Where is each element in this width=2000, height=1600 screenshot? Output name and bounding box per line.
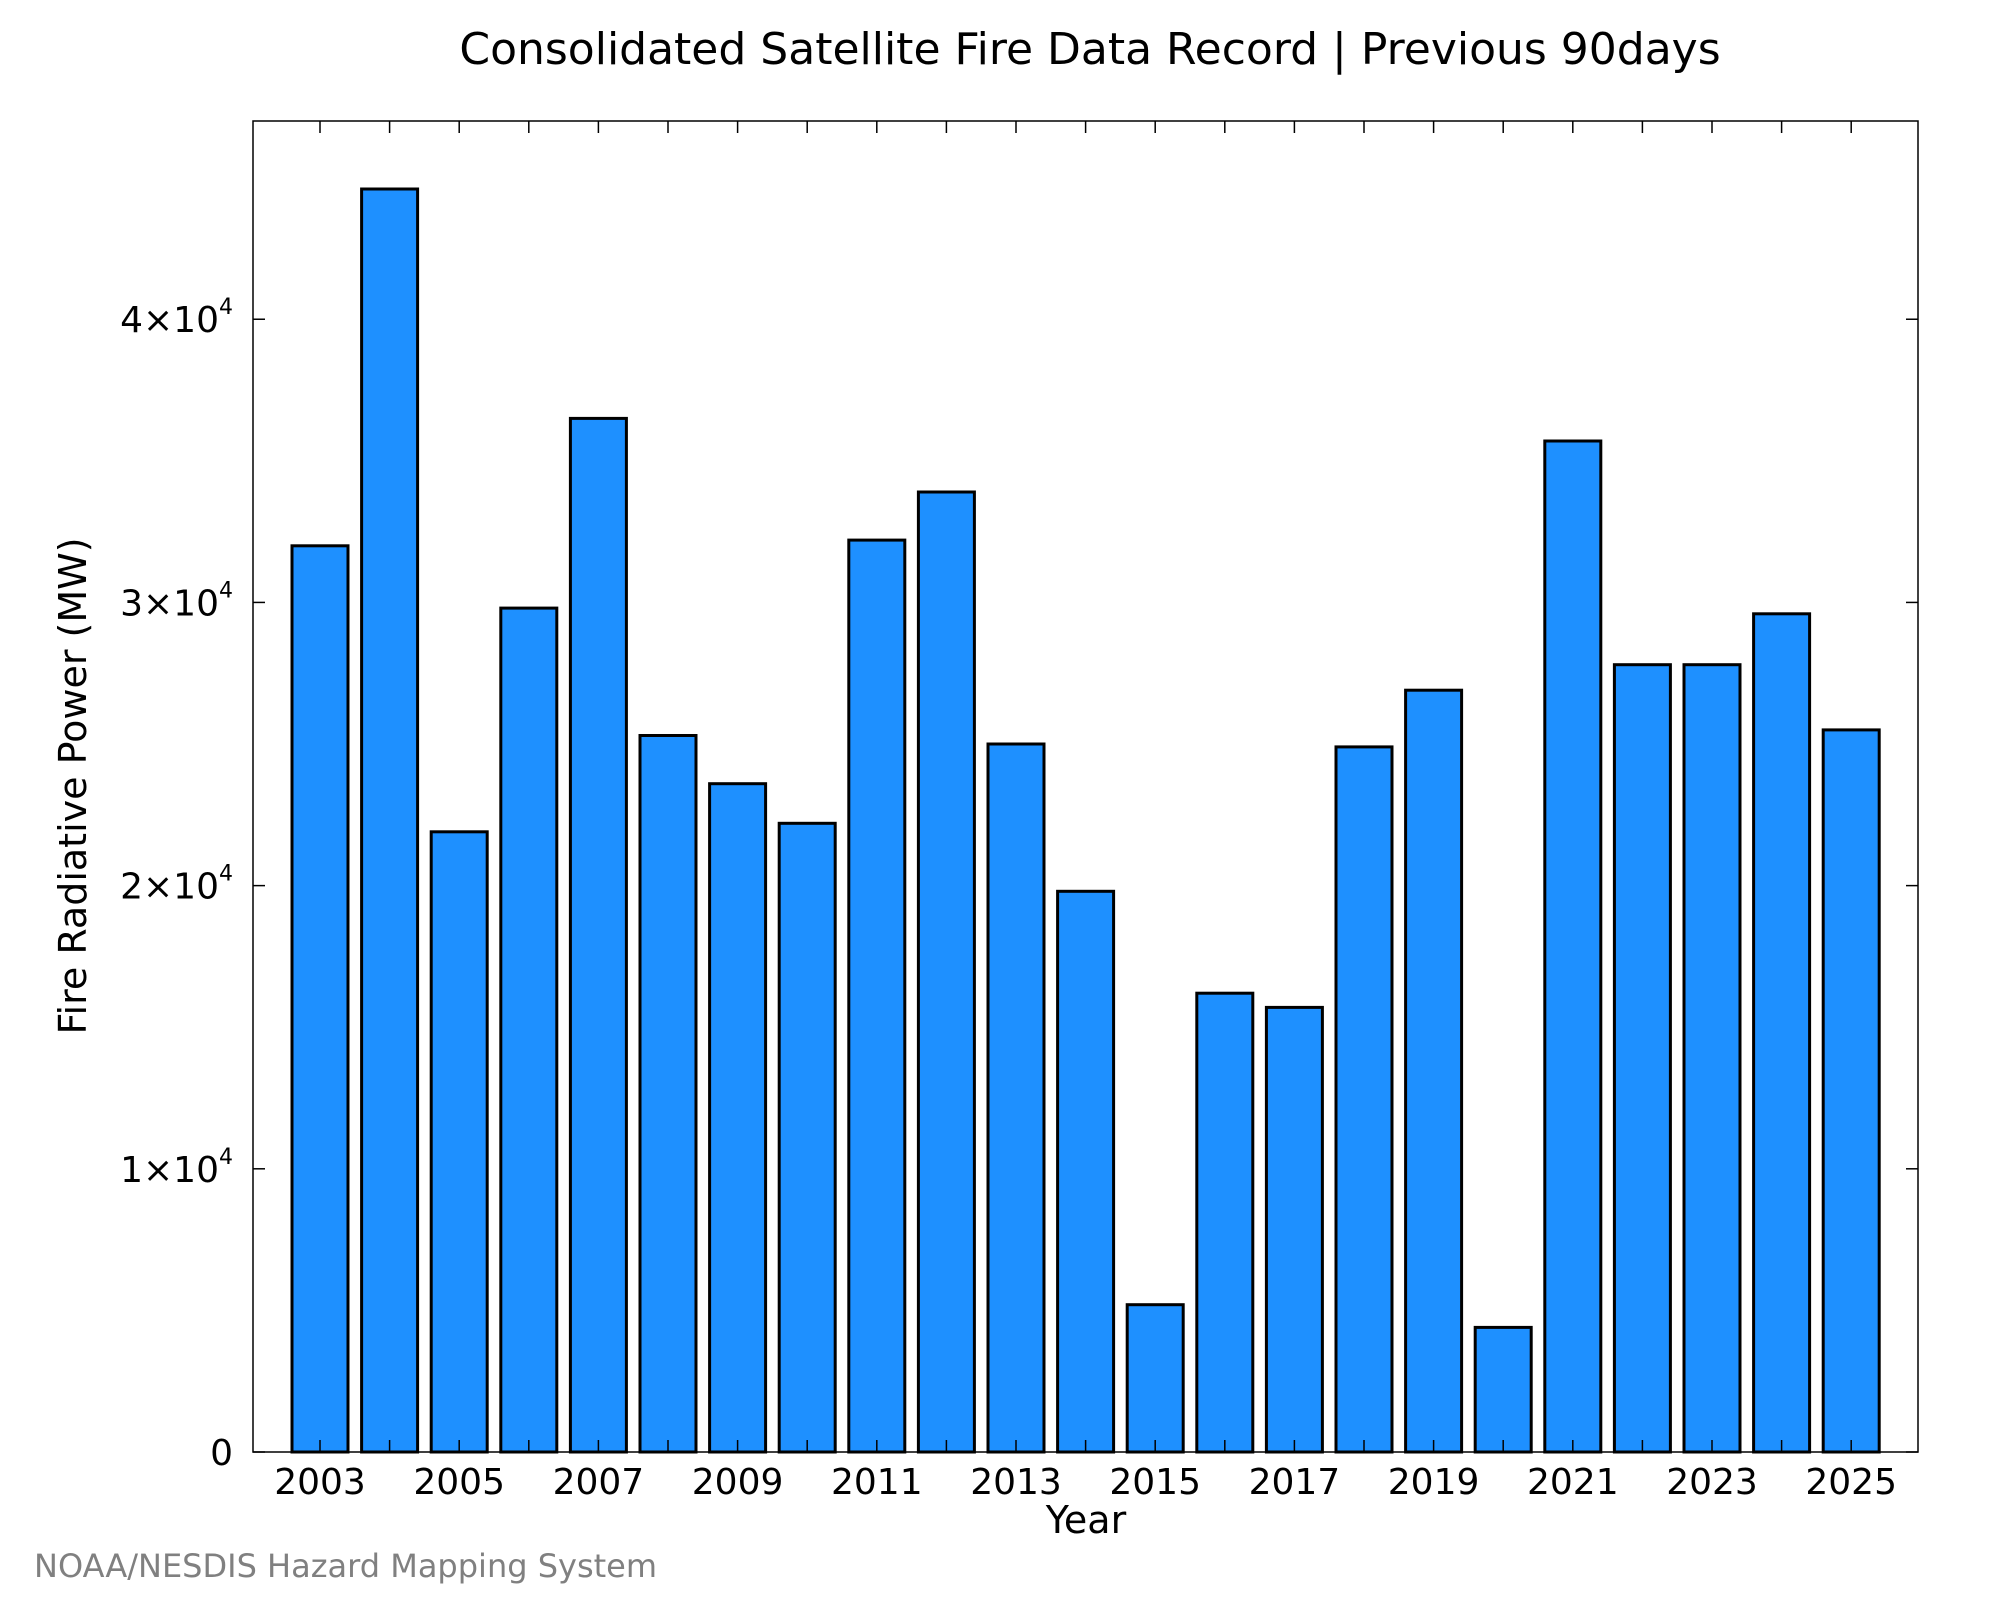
bar-2014 <box>1056 889 1116 1454</box>
bar-2024 <box>1752 612 1812 1454</box>
bar-2021 <box>1543 439 1603 1454</box>
x-tick-label-2011: 2011 <box>831 1462 923 1503</box>
y-tick-label-40000: 4×104 <box>120 295 233 341</box>
x-axis: 2003 2005 2007 2009 2011 2013 2015 2017 2019 2021… <box>274 121 1897 1503</box>
y-tick-label-30000: 3×104 <box>120 578 233 624</box>
x-tick-label-2005: 2005 <box>413 1462 505 1503</box>
bar-2017 <box>1264 1005 1324 1454</box>
bar-2013 <box>986 742 1046 1454</box>
bar-2018 <box>1334 745 1394 1454</box>
bars-group <box>290 187 1881 1454</box>
y-axis: 0 1×104 2×104 3×104 4×104 <box>120 295 1918 1474</box>
bar-2011 <box>847 538 907 1454</box>
chart-title: Consolidated Satellite Fire Data Record … <box>459 24 1720 75</box>
bar-2015 <box>1125 1303 1185 1454</box>
x-axis-label: Year <box>1045 1498 1127 1542</box>
bar-2016 <box>1195 991 1255 1454</box>
x-tick-label-2009: 2009 <box>692 1462 784 1503</box>
bar-2008 <box>638 734 698 1454</box>
x-tick-label-2013: 2013 <box>970 1462 1062 1503</box>
bar-2003 <box>290 544 350 1454</box>
x-tick-label-2007: 2007 <box>553 1462 645 1503</box>
y-axis-label: Fire Radiative Power (MW) <box>51 537 95 1034</box>
x-tick-label-2023: 2023 <box>1666 1462 1758 1503</box>
bar-2010 <box>777 821 837 1454</box>
x-tick-label-2015: 2015 <box>1109 1462 1201 1503</box>
x-tick-label-2003: 2003 <box>274 1462 366 1503</box>
y-tick-label-0: 0 <box>210 1433 233 1474</box>
bar-2020 <box>1473 1325 1533 1454</box>
bar-2006 <box>499 606 559 1454</box>
bar-2009 <box>708 782 768 1454</box>
bar-2022 <box>1612 663 1672 1454</box>
bar-2025 <box>1821 728 1881 1454</box>
x-tick-label-2021: 2021 <box>1527 1462 1619 1503</box>
x-tick-label-2025: 2025 <box>1805 1462 1897 1503</box>
x-tick-label-2017: 2017 <box>1249 1462 1341 1503</box>
bar-2023 <box>1682 663 1742 1454</box>
credit-text: NOAA/NESDIS Hazard Mapping System <box>34 1547 657 1585</box>
y-tick-label-20000: 2×104 <box>120 862 233 908</box>
bar-2005 <box>429 830 489 1454</box>
bar-2012 <box>916 490 976 1454</box>
bar-2007 <box>568 416 628 1454</box>
bar-2004 <box>360 187 420 1454</box>
x-tick-label-2019: 2019 <box>1388 1462 1480 1503</box>
bar-2019 <box>1404 688 1464 1454</box>
y-tick-label-10000: 1×104 <box>120 1145 233 1191</box>
